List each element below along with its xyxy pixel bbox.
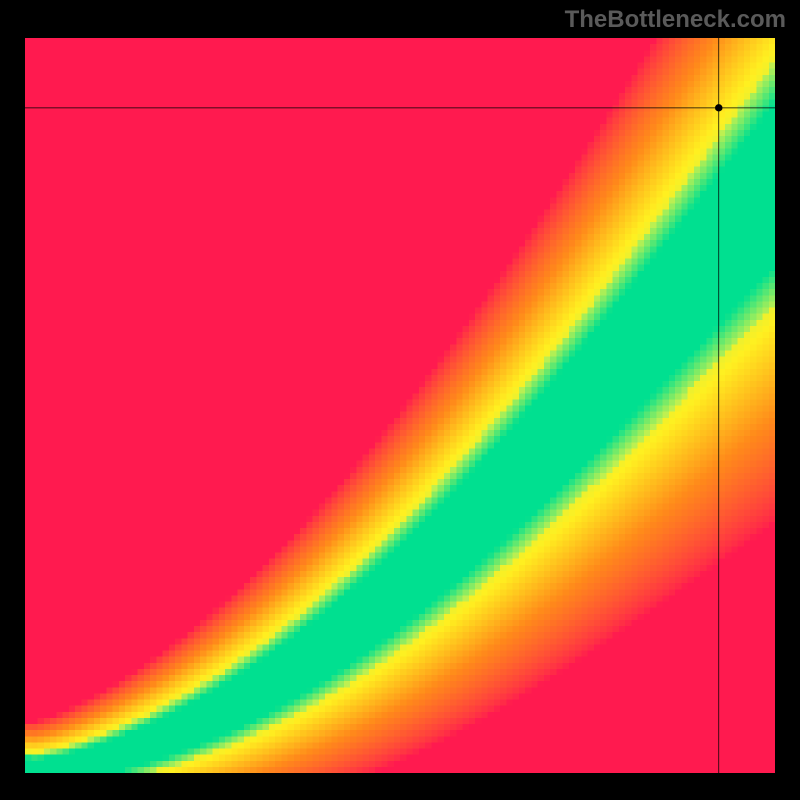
watermark-text: TheBottleneck.com: [565, 6, 786, 34]
heatmap-canvas: [25, 38, 775, 773]
heatmap-plot: [25, 38, 775, 773]
